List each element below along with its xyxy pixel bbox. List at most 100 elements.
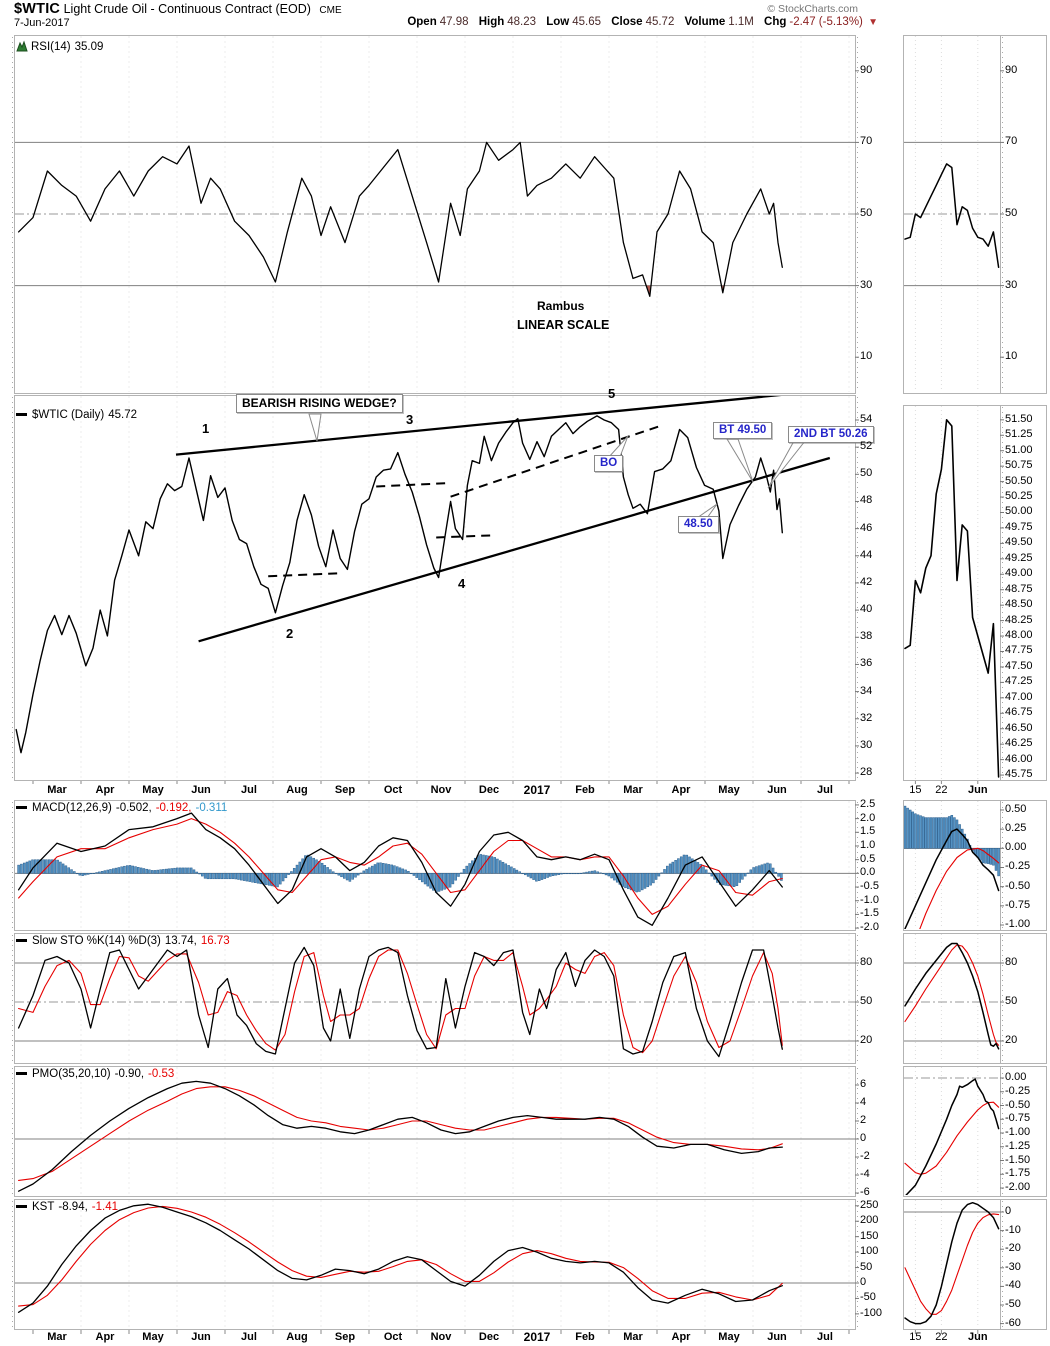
series-RSI(14) bbox=[17, 141, 783, 297]
resistance-dash-2 bbox=[376, 482, 449, 488]
neckline-dash-3 bbox=[450, 424, 663, 498]
panel-sto bbox=[12, 933, 859, 1064]
series-PMO bbox=[905, 1078, 1000, 1195]
macd-histogram bbox=[904, 805, 1000, 877]
wedge-point-2: 2 bbox=[286, 626, 294, 641]
series-MACD Line bbox=[904, 828, 1000, 929]
open-value: 47.98 bbox=[439, 16, 469, 28]
volume-value: 1.1M bbox=[728, 16, 754, 28]
panel-border bbox=[903, 1066, 1047, 1197]
backtest2-callout: 2ND BT 50.26 bbox=[788, 426, 874, 443]
macd-value-2: -0.192, bbox=[155, 802, 192, 814]
black-line-swatch bbox=[16, 806, 27, 809]
panel-macd bbox=[12, 800, 859, 931]
sto-value-2: 16.73 bbox=[200, 935, 230, 947]
panel-border bbox=[14, 1199, 856, 1330]
panel-sto_mini bbox=[903, 933, 1047, 1064]
series-RSI(14) bbox=[904, 163, 1000, 269]
close-value: 45.72 bbox=[645, 16, 675, 28]
panel-border bbox=[14, 395, 856, 781]
low-value: 45.65 bbox=[572, 16, 602, 28]
pmo-legend-label: PMO(35,20,10) bbox=[32, 1068, 111, 1080]
chart-header: $WTIC Light Crude Oil - Continuous Contr… bbox=[14, 1, 342, 17]
series-%K bbox=[17, 946, 783, 1058]
sto-legend-label: Slow STO %K(14) %D(3) bbox=[32, 935, 161, 947]
price-legend-value: 45.72 bbox=[108, 409, 137, 421]
scale-note: LINEAR SCALE bbox=[517, 318, 610, 332]
open-label: Open bbox=[407, 16, 437, 28]
change-label: Chg bbox=[764, 16, 787, 28]
exchange-label: CME bbox=[319, 5, 342, 16]
series-PMO Signal bbox=[18, 1086, 783, 1181]
panel-border bbox=[903, 933, 1047, 1064]
series-%D bbox=[904, 944, 1000, 1046]
chart-date: 7-Jun-2017 bbox=[14, 17, 70, 29]
sto-legend: Slow STO %K(14) %D(3) 13.74, 16.73 bbox=[16, 935, 230, 947]
rsi-indicator-icon bbox=[16, 40, 28, 55]
breakout-callout: BO bbox=[594, 455, 624, 472]
backtest1-callout: BT 49.50 bbox=[713, 422, 773, 439]
callout-pointer bbox=[308, 413, 322, 442]
panel-border bbox=[903, 35, 1047, 394]
wedge-upper-trendline bbox=[175, 396, 782, 456]
wedge-point-5: 5 bbox=[608, 386, 616, 401]
instrument-name: Light Crude Oil - Continuous Contract (E… bbox=[63, 2, 311, 16]
series-KST bbox=[17, 1203, 783, 1313]
panel-kst bbox=[12, 1199, 859, 1330]
macd-value-3: -0.311 bbox=[195, 802, 228, 814]
macd-value-1: -0.502, bbox=[115, 802, 152, 814]
rsi-legend: RSI(14) 35.09 bbox=[16, 40, 103, 55]
wedge-point-1: 1 bbox=[202, 421, 210, 436]
panel-price bbox=[12, 395, 859, 781]
callout-pointer bbox=[726, 438, 754, 483]
change-down-triangle-icon: ▼ bbox=[868, 17, 878, 28]
panel-border bbox=[903, 405, 1047, 781]
series-KST Signal bbox=[18, 1205, 783, 1307]
kst-legend-label: KST bbox=[32, 1201, 55, 1213]
black-line-swatch bbox=[16, 939, 27, 942]
change-value: -2.47 (-5.13%) bbox=[789, 16, 863, 28]
price-legend-label: $WTIC (Daily) bbox=[32, 409, 105, 421]
watermark: Rambus bbox=[537, 299, 585, 313]
support-dash-1 bbox=[268, 572, 338, 578]
panel-border bbox=[14, 800, 856, 931]
series-MACD Signal bbox=[919, 847, 1000, 929]
series-MACD Line bbox=[17, 812, 783, 926]
copyright: © StockCharts.com bbox=[767, 3, 858, 15]
support-dash-4 bbox=[436, 534, 492, 539]
series-PMO Signal bbox=[904, 1101, 1000, 1175]
series-KST bbox=[904, 1201, 1000, 1325]
panel-pmo bbox=[12, 1066, 859, 1197]
wedge-point-4: 4 bbox=[458, 576, 466, 591]
panel-border bbox=[14, 1066, 856, 1197]
panel-pmo_mini bbox=[903, 1066, 1047, 1197]
macd-histogram bbox=[17, 854, 783, 893]
panel-rsi bbox=[12, 35, 859, 394]
volume-label: Volume bbox=[684, 16, 726, 28]
panel-rsi_mini bbox=[903, 35, 1047, 394]
panel-border bbox=[903, 1199, 1047, 1330]
price-legend: $WTIC (Daily) 45.72 bbox=[16, 409, 137, 421]
kst-value-2: -1.41 bbox=[91, 1201, 119, 1213]
wedge-callout: BEARISH RISING WEDGE? bbox=[236, 394, 403, 413]
level-callout: 48.50 bbox=[678, 516, 719, 533]
macd-legend: MACD(12,26,9) -0.502, -0.192, -0.311 bbox=[16, 802, 227, 814]
panel-macd_mini bbox=[903, 800, 1047, 931]
high-label: High bbox=[478, 16, 505, 28]
wedge-lower-trendline bbox=[198, 456, 831, 643]
black-line-swatch bbox=[16, 1072, 27, 1075]
sto-value-1: 13.74, bbox=[164, 935, 197, 947]
panel-border bbox=[14, 933, 856, 1064]
series-PMO bbox=[17, 1080, 783, 1192]
kst-value-1: -8.94, bbox=[58, 1201, 88, 1213]
panel-kst_mini bbox=[903, 1199, 1047, 1330]
rsi-legend-label: RSI(14) bbox=[31, 41, 71, 53]
black-line-swatch bbox=[16, 413, 27, 416]
panel-price_mini bbox=[903, 405, 1047, 781]
pmo-value-1: -0.90, bbox=[114, 1068, 145, 1080]
series-$WTIC Close bbox=[15, 415, 783, 754]
black-line-swatch bbox=[16, 1205, 27, 1208]
series-KST Signal bbox=[904, 1213, 1000, 1315]
